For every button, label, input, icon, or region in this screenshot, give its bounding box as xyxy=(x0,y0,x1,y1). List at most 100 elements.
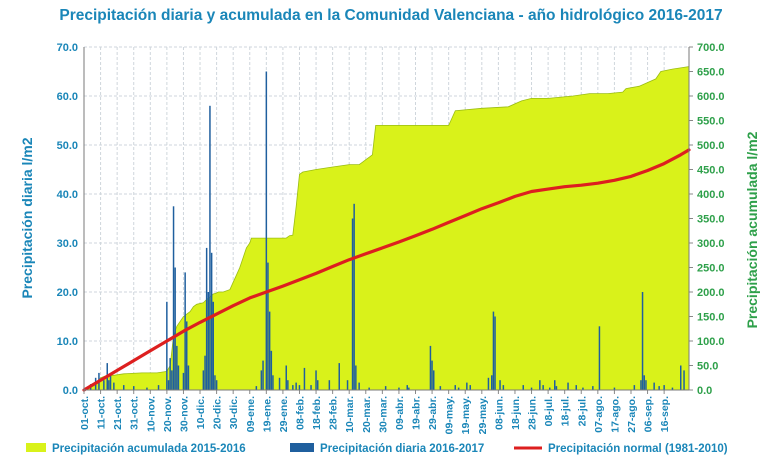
left-axis-tick-labels: 0.0 10.0 20.0 30.0 40.0 50.0 60.0 70.0 xyxy=(57,42,78,397)
x-tick-label: 29-may. xyxy=(477,396,489,434)
daily-bar xyxy=(494,316,496,390)
x-tick-label: 30-mar. xyxy=(377,396,389,433)
daily-bar xyxy=(433,370,435,390)
legend-label-accumulated: Precipitación acumulada 2015-2016 xyxy=(52,443,246,455)
x-tick-label: 08-feb. xyxy=(294,396,306,430)
x-tick-label: 18-jun. xyxy=(510,396,522,430)
daily-bar xyxy=(166,301,168,390)
x-tick-label: 19-may. xyxy=(460,396,472,434)
daily-bar xyxy=(663,385,665,390)
daily-bar xyxy=(287,380,289,390)
x-tick-label: 07-ago. xyxy=(593,396,605,433)
x-tick-label: 01-oct. xyxy=(79,396,91,430)
x-tick-label: 08-jul. xyxy=(543,396,555,426)
daily-bar xyxy=(328,380,331,390)
daily-bar xyxy=(491,375,493,390)
daily-bar xyxy=(592,386,594,390)
x-tick-label: 19-ene. xyxy=(261,396,273,432)
x-axis-tick-labels: 01-oct. 11-oct. 21-oct. 31-oct. 10-nov. 20-no… xyxy=(79,396,671,434)
axes xyxy=(83,46,693,394)
right-tick-label: 50.0 xyxy=(697,361,718,373)
daily-bar xyxy=(157,385,160,390)
right-axis-title: Precipitación acumulada l/m2 xyxy=(744,131,760,328)
right-tick-label: 700.0 xyxy=(697,42,725,54)
x-tick-label: 28-jun. xyxy=(527,396,539,430)
daily-bar xyxy=(643,375,645,390)
daily-bar xyxy=(530,387,533,390)
chart-title: Precipitación diaria y acumulada en la C… xyxy=(59,7,723,24)
left-tick-label: 20.0 xyxy=(57,287,78,299)
daily-bar xyxy=(171,370,173,390)
daily-bar xyxy=(351,218,354,390)
daily-bar xyxy=(469,385,471,390)
daily-bar xyxy=(384,386,387,390)
x-tick-label: 17-ago. xyxy=(609,396,621,433)
x-tick-label: 09-ene. xyxy=(245,396,257,432)
right-tick-label: 200.0 xyxy=(697,287,725,299)
daily-bar xyxy=(133,386,135,390)
daily-bar xyxy=(267,262,269,390)
daily-bar xyxy=(454,385,456,390)
daily-bar xyxy=(368,387,370,390)
x-tick-label: 18-feb. xyxy=(311,396,323,430)
daily-bar xyxy=(298,385,301,390)
daily-bar xyxy=(265,71,268,390)
daily-bar xyxy=(172,206,175,391)
x-tick-label: 27-ago. xyxy=(626,396,638,433)
x-tick-label: 08-jun. xyxy=(493,396,505,430)
daily-bar xyxy=(209,105,211,391)
daily-bar xyxy=(658,386,660,390)
x-tick-label: 09-may. xyxy=(444,396,456,434)
daily-bar xyxy=(598,326,601,390)
right-tick-label: 550.0 xyxy=(697,116,725,128)
daily-bar xyxy=(549,387,551,390)
x-tick-label: 11-oct. xyxy=(96,396,108,429)
x-tick-label: 09-abr. xyxy=(394,396,406,430)
daily-bar xyxy=(303,367,306,390)
daily-bar xyxy=(292,385,294,390)
x-tick-label: 30-nov. xyxy=(178,396,190,432)
daily-bar xyxy=(108,380,110,390)
daily-bar xyxy=(641,292,644,390)
x-tick-label: 06-sep. xyxy=(643,396,655,432)
right-tick-label: 150.0 xyxy=(697,312,725,324)
legend-label-normal: Precipitación normal (1981-2010) xyxy=(548,443,728,455)
daily-bar xyxy=(176,345,178,390)
right-axis-tick-labels: 0.0 50.0 100.0 150.0 200.0 250.0 300.0 350.0 400… xyxy=(697,42,725,397)
daily-bar xyxy=(315,370,317,390)
right-tick-label: 650.0 xyxy=(697,67,725,79)
daily-bar xyxy=(542,385,544,390)
right-tick-label: 600.0 xyxy=(697,91,725,103)
x-tick-label: 28-jul. xyxy=(576,396,588,426)
daily-bar xyxy=(260,370,263,390)
daily-bar xyxy=(406,385,408,390)
daily-bar xyxy=(109,375,112,390)
left-tick-label: 40.0 xyxy=(57,189,78,201)
daily-bar xyxy=(272,375,274,390)
x-tick-label: 31-oct. xyxy=(129,396,141,430)
daily-bar xyxy=(502,385,505,390)
daily-bar xyxy=(207,292,210,390)
left-axis-title: Precipitación diaria l/m2 xyxy=(19,137,35,298)
daily-bar xyxy=(431,360,433,390)
daily-bar xyxy=(215,380,218,390)
normal-line xyxy=(82,148,691,392)
daily-bar xyxy=(202,370,205,390)
daily-bar xyxy=(429,345,432,390)
daily-bar xyxy=(408,387,410,390)
daily-bar xyxy=(457,387,460,390)
daily-bar xyxy=(575,385,577,390)
daily-bar xyxy=(554,380,556,390)
daily-bar xyxy=(174,267,176,390)
daily-bar xyxy=(113,382,115,390)
daily-bar xyxy=(167,380,170,390)
x-tick-label: 10-mar. xyxy=(344,396,356,433)
daily-bar xyxy=(680,365,682,390)
daily-bar xyxy=(255,386,258,390)
daily-bar xyxy=(582,387,584,390)
daily-bar xyxy=(310,385,312,390)
x-tick-label: 20-mar. xyxy=(361,396,373,433)
left-axis-title-group: Precipitación diaria l/m2 xyxy=(19,137,35,298)
daily-bar xyxy=(317,380,319,390)
daily-bar xyxy=(522,385,524,390)
